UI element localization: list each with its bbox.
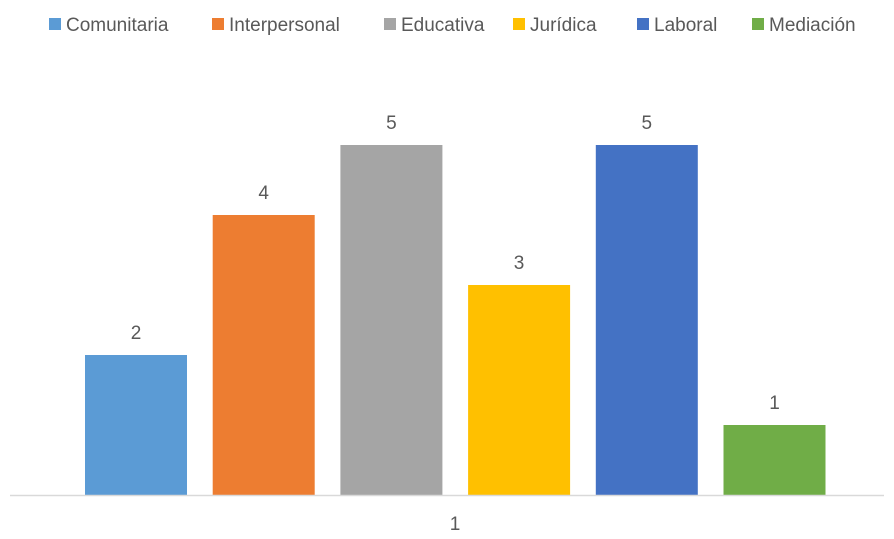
bar-3 <box>340 145 443 495</box>
legend: Comunitaria Interpersonal Educativa Jurídic… <box>49 15 856 36</box>
bar-6 <box>723 425 826 495</box>
legend-swatch-1 <box>49 18 61 30</box>
x-axis-ticks: 1 <box>450 514 461 535</box>
data-label-5: 5 <box>642 113 653 134</box>
bar-1 <box>85 355 187 495</box>
data-label-4: 3 <box>514 253 525 274</box>
data-label-6: 1 <box>769 393 780 414</box>
legend-label-4: Jurídica <box>530 15 597 36</box>
legend-swatch-2 <box>212 18 224 30</box>
data-label-2: 4 <box>258 183 269 204</box>
legend-swatch-6 <box>752 18 764 30</box>
plot-area: 2 4 5 3 5 1 <box>85 113 826 495</box>
legend-label-2: Interpersonal <box>229 15 340 36</box>
legend-label-1: Comunitaria <box>66 15 169 36</box>
bar-2 <box>212 215 315 495</box>
bar-5 <box>595 145 698 495</box>
bar-4 <box>468 285 571 495</box>
legend-swatch-3 <box>384 18 396 30</box>
data-label-1: 2 <box>131 323 142 344</box>
legend-label-3: Educativa <box>401 15 485 36</box>
legend-swatch-5 <box>637 18 649 30</box>
legend-label-6: Mediación <box>769 15 856 36</box>
legend-swatch-4 <box>513 18 525 30</box>
x-tick-label-1: 1 <box>450 514 461 534</box>
data-label-3: 5 <box>386 113 397 134</box>
legend-label-5: Laboral <box>654 15 717 36</box>
